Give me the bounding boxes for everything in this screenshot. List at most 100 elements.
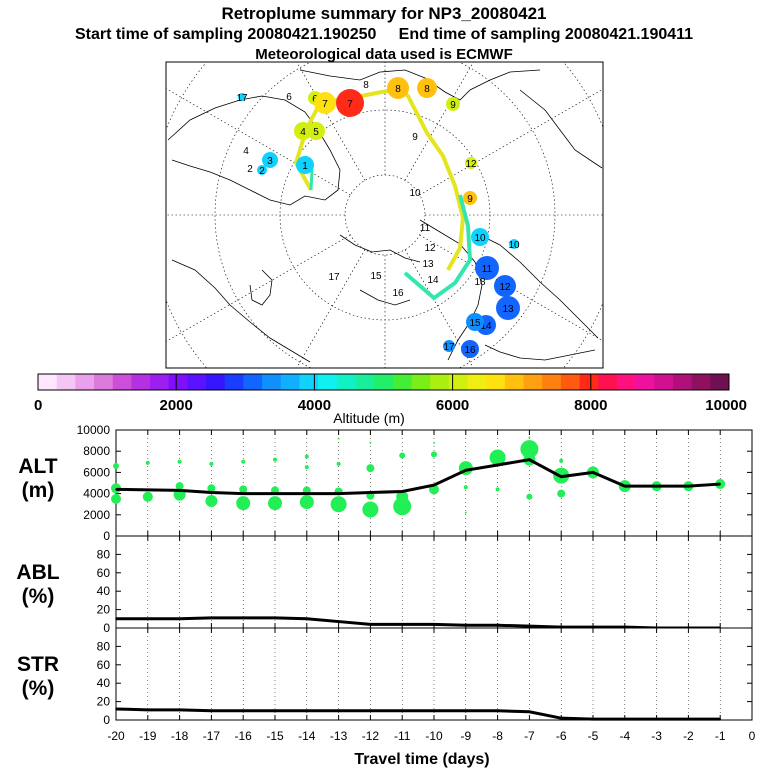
colorbar-swatch-23	[448, 374, 469, 390]
abl-point-6	[274, 617, 276, 619]
map-cluster-9	[387, 77, 409, 99]
str-point-15	[560, 717, 562, 719]
alt-point-11	[433, 484, 435, 486]
abl-point-10	[401, 623, 404, 626]
map-cluster-20	[443, 340, 455, 352]
alt-point-18	[655, 485, 658, 487]
chart-title: Retroplume summary for NP3_20080421	[221, 4, 547, 23]
alt-cluster-32	[396, 490, 409, 503]
colorbar-swatch-10	[206, 374, 226, 390]
map-annotation-2: 2	[247, 164, 253, 175]
met-data-label: Meteorological data used is ECMWF	[255, 46, 513, 63]
alt-point-2	[147, 489, 149, 491]
map-annotation-5: 9	[412, 132, 418, 143]
abl-point-1	[115, 618, 117, 620]
xtick-label--2: -2	[683, 729, 694, 743]
alt-point-5	[242, 492, 244, 495]
str-series-line	[115, 707, 721, 721]
map-cluster-12	[463, 191, 477, 205]
colorbar-swatch-7	[150, 374, 170, 390]
map-annotation-11: 15	[370, 271, 382, 282]
alt-point-3	[178, 489, 181, 492]
alt-cluster-2	[111, 493, 121, 504]
map-cluster-label-12: 9	[467, 194, 473, 205]
colorbar-swatch-13	[262, 374, 282, 390]
alt-point-9	[369, 491, 372, 494]
coastline	[419, 219, 483, 361]
alt-cluster-30	[399, 452, 406, 459]
alt-cluster-4	[145, 460, 150, 465]
coastline	[171, 259, 311, 363]
map-clusters: 1234567788991011121314151617121017	[236, 77, 520, 358]
colorbar-ticks: 0 2000 4000 6000 8000 10000	[34, 374, 747, 414]
colorbar-swatch-24	[467, 374, 487, 390]
coastline	[479, 234, 599, 339]
abl-series-line	[116, 616, 721, 630]
alt-point-14	[528, 458, 531, 461]
alt-cluster-46	[557, 489, 566, 498]
map-annotation-6: 10	[409, 188, 421, 199]
xtick-label--6: -6	[556, 729, 567, 743]
alt-point-8	[337, 492, 340, 495]
colorbar-swatch-18	[355, 374, 375, 390]
map-cluster-2	[257, 165, 267, 175]
str-ytick-label-60: 60	[97, 658, 111, 672]
str-ylabel-line-1: STR	[17, 653, 59, 676]
alt-cluster-9	[209, 461, 214, 466]
abl-ylabel: ABL (%)	[16, 561, 59, 608]
str-point-4	[210, 710, 213, 712]
map-cluster-label-4: 4	[300, 127, 306, 138]
alt-cluster-15	[273, 457, 277, 462]
colorbar-swatch-9	[187, 374, 207, 390]
map-cluster-14	[475, 256, 499, 280]
colorbar-tick-label-2000: 2000	[160, 397, 193, 414]
map-cluster-label-7: 7	[322, 99, 328, 110]
str-point-14	[528, 710, 531, 713]
map-cluster-5	[307, 122, 325, 140]
abl-ylabel-line-2: (%)	[22, 585, 55, 608]
str-point-10	[401, 710, 404, 712]
abl-ytick-label-40: 40	[97, 584, 111, 598]
str-ytick-label-20: 20	[97, 695, 111, 709]
map-annotation-8: 12	[424, 243, 436, 254]
alt-cluster-14	[239, 485, 248, 494]
colorbar-swatch-4	[94, 374, 114, 390]
alt-cluster-6	[177, 459, 182, 464]
colorbar-tick-label-8000: 8000	[574, 397, 607, 414]
colorbar-swatch-3	[75, 374, 95, 390]
abl-ytick-label-20: 20	[97, 603, 111, 617]
colorbar-swatch-17	[336, 374, 356, 390]
abl-point-17	[624, 626, 626, 628]
alt-point-12	[465, 469, 467, 472]
colorbar-tick-label-4000: 4000	[298, 397, 331, 414]
str-point-11	[433, 710, 435, 712]
alt-cluster-26	[366, 464, 375, 473]
abl-point-4	[210, 617, 213, 619]
map-cluster-1	[296, 156, 314, 174]
alt-point-6	[274, 492, 276, 495]
xtick-label--18: -18	[171, 729, 189, 743]
str-point-18	[655, 718, 658, 720]
abl-point-14	[528, 625, 531, 627]
map-cluster-label-9: 8	[395, 84, 401, 95]
alt-cluster-34	[433, 441, 435, 444]
map-cluster-label-3: 3	[267, 156, 273, 167]
plume-line-late	[403, 194, 473, 301]
colorbar-swatch-26	[504, 374, 525, 390]
alt-cluster-5	[142, 491, 153, 502]
map-cluster-label-13: 10	[474, 233, 486, 244]
map-cluster-10	[417, 78, 437, 98]
coastline	[484, 344, 596, 361]
colorbar-tick-label-6000: 6000	[436, 397, 469, 414]
xtick-label--12: -12	[362, 729, 380, 743]
alt-cluster-27	[369, 441, 372, 444]
xtick-label--11: -11	[394, 729, 411, 743]
map-cluster-19	[461, 340, 479, 358]
abl-ytick-label-0: 0	[103, 621, 110, 635]
colorbar-swatch-19	[374, 374, 394, 390]
alt-cluster-10	[205, 495, 218, 508]
alt-point-15	[560, 475, 562, 478]
str-ytick-label-0: 0	[103, 713, 110, 727]
